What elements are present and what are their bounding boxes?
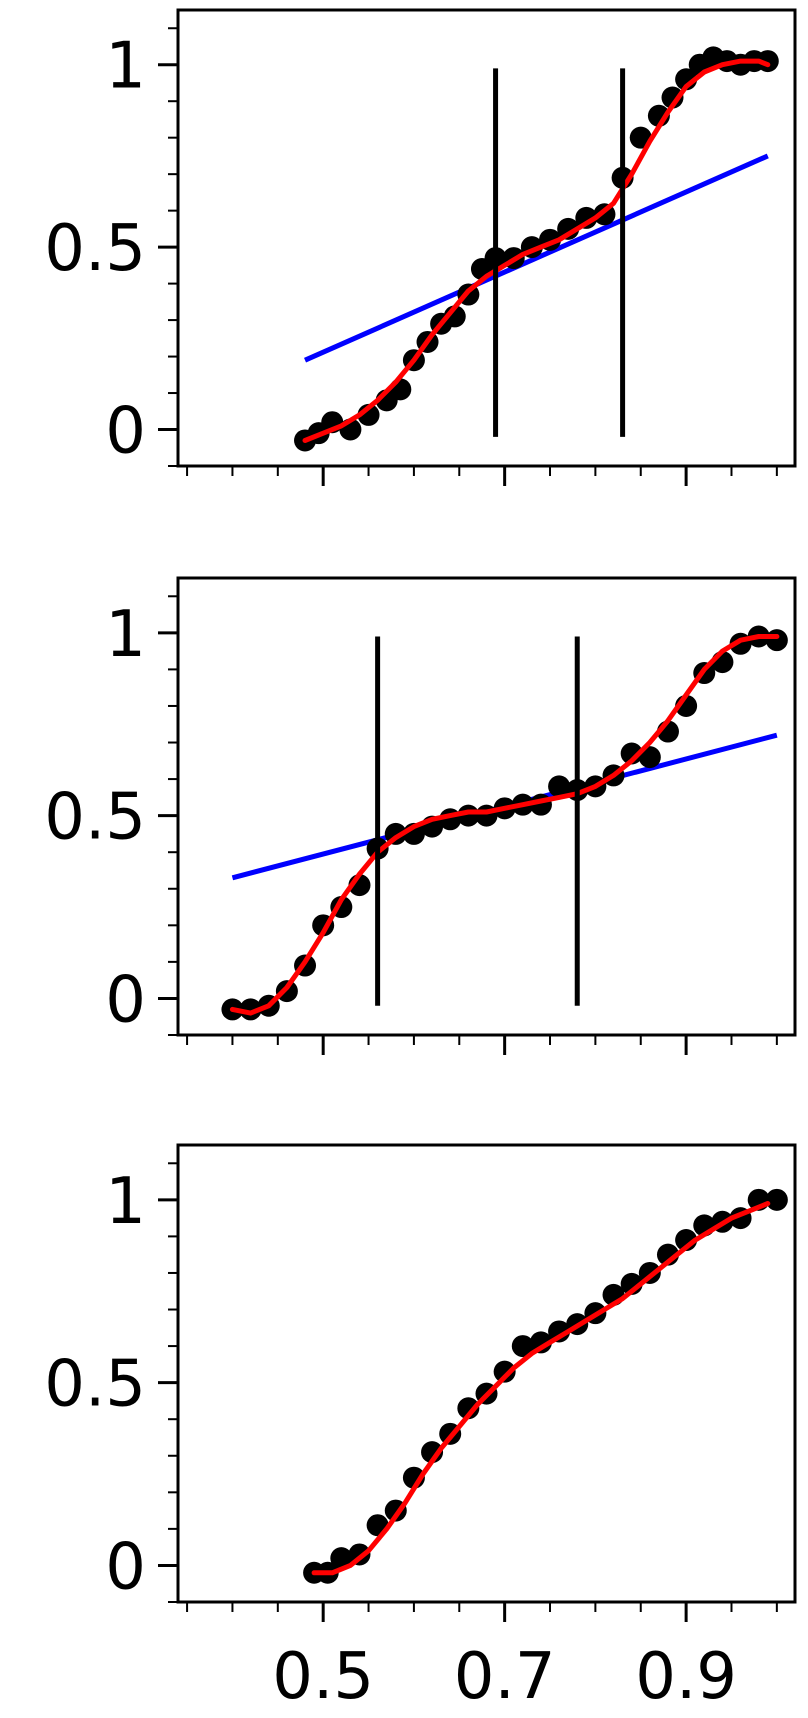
x-tick-label: 0.5 bbox=[272, 1640, 374, 1714]
y-tick-label: 0.5 bbox=[44, 212, 146, 286]
y-tick-label: 0 bbox=[105, 1530, 146, 1604]
y-tick-label: 0.5 bbox=[44, 781, 146, 855]
data-point bbox=[620, 742, 643, 765]
data-point bbox=[756, 50, 779, 73]
x-tick-label: 0.9 bbox=[635, 1640, 737, 1714]
data-point bbox=[548, 1320, 571, 1343]
data-point bbox=[493, 1360, 516, 1383]
x-tick-label: 0.7 bbox=[454, 1640, 556, 1714]
data-point bbox=[529, 1331, 552, 1354]
plot-frame bbox=[176, 1143, 797, 1604]
data-point bbox=[239, 998, 262, 1021]
chart-panel-top: 00.51 bbox=[44, 8, 797, 486]
plot-frame bbox=[176, 8, 797, 468]
data-point bbox=[575, 206, 598, 229]
data-point bbox=[275, 980, 298, 1003]
smooth-fit-curve bbox=[302, 58, 771, 443]
data-point bbox=[638, 746, 661, 769]
y-tick-label: 0 bbox=[105, 395, 146, 469]
data-point bbox=[765, 1188, 788, 1211]
smooth-fit-curve bbox=[229, 634, 780, 1016]
data-point bbox=[661, 86, 684, 109]
data-point bbox=[389, 378, 412, 401]
y-tick-label: 0 bbox=[105, 963, 146, 1037]
data-point bbox=[765, 629, 788, 652]
data-point bbox=[511, 1335, 534, 1358]
y-tick-label: 1 bbox=[105, 30, 146, 104]
chart-panel-bottom: 0 0.5 1 0.5 0.7 0.9 bbox=[44, 1143, 797, 1714]
chart-panel-middle: 00.51 bbox=[44, 576, 797, 1055]
plot-frame bbox=[176, 576, 797, 1037]
y-tick-label: 1 bbox=[105, 598, 146, 672]
y-tick-label: 1 bbox=[105, 1165, 146, 1239]
data-point bbox=[457, 1397, 480, 1420]
linear-fit-line bbox=[304, 153, 769, 363]
y-tick-label: 0.5 bbox=[44, 1348, 146, 1422]
data-point bbox=[330, 1547, 353, 1570]
smooth-fit-curve bbox=[311, 1201, 771, 1576]
data-point bbox=[557, 217, 580, 240]
data-point bbox=[548, 775, 571, 798]
